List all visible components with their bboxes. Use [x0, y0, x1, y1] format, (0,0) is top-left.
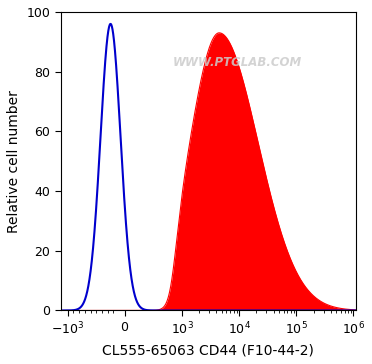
Y-axis label: Relative cell number: Relative cell number: [7, 90, 21, 233]
X-axis label: CL555-65063 CD44 (F10-44-2): CL555-65063 CD44 (F10-44-2): [102, 343, 314, 357]
Text: WWW.PTGLAB.COM: WWW.PTGLAB.COM: [173, 56, 302, 69]
